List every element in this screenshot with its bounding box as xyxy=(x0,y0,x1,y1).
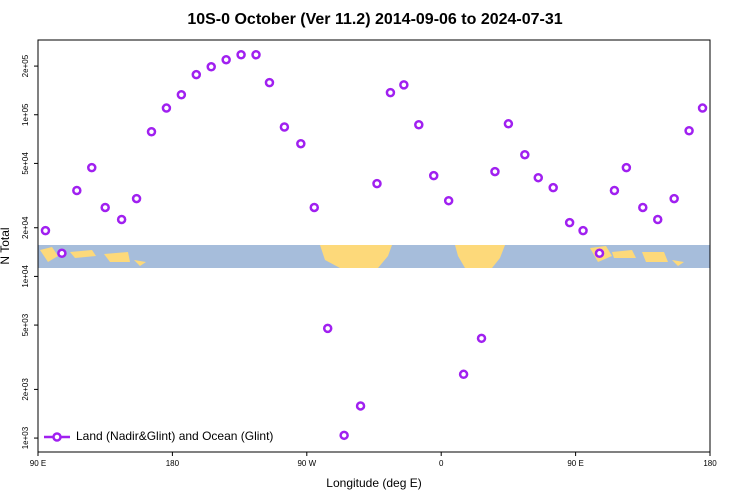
point xyxy=(414,120,424,130)
y-tick-label: 2e+03 xyxy=(21,378,30,401)
point xyxy=(236,50,246,60)
y-tick-label: 1e+05 xyxy=(21,103,30,126)
point xyxy=(191,69,202,80)
x-tick-label: 180 xyxy=(166,459,180,468)
point xyxy=(548,182,558,193)
y-tick-label: 1e+03 xyxy=(21,426,30,449)
x-tick-label: 0 xyxy=(439,459,444,468)
legend-label: Land (Nadir&Glint) and Ocean (Glint) xyxy=(76,429,273,443)
x-tick-label: 180 xyxy=(703,459,717,468)
point xyxy=(296,138,306,149)
land xyxy=(590,246,684,266)
point xyxy=(385,87,396,98)
point xyxy=(161,103,172,113)
point xyxy=(476,333,487,344)
point xyxy=(621,162,632,173)
point xyxy=(594,248,605,259)
point xyxy=(443,195,454,206)
y-tick-label: 1e+04 xyxy=(21,265,30,288)
point xyxy=(533,172,544,183)
point xyxy=(399,80,409,90)
point xyxy=(131,193,142,204)
point xyxy=(72,185,82,196)
y-tick-label: 2e+04 xyxy=(21,216,30,239)
point xyxy=(520,149,530,160)
point xyxy=(490,166,500,177)
land xyxy=(40,247,146,266)
land xyxy=(455,245,505,268)
x-axis-label: Longitude (deg E) xyxy=(326,476,421,490)
point xyxy=(578,225,588,236)
legend-marker xyxy=(52,432,62,442)
point xyxy=(669,193,679,204)
point xyxy=(279,122,290,132)
y-tick-label: 5e+04 xyxy=(21,152,30,175)
point xyxy=(684,126,694,136)
point xyxy=(428,170,439,181)
point xyxy=(87,162,97,173)
point xyxy=(264,77,275,88)
point xyxy=(609,185,620,196)
point xyxy=(697,103,708,113)
point xyxy=(221,54,231,65)
point xyxy=(339,430,349,441)
point xyxy=(57,248,67,259)
plot-frame xyxy=(37,39,711,453)
x-tick-label: 90 W xyxy=(297,459,316,468)
land xyxy=(320,245,392,268)
point xyxy=(251,50,261,60)
x-tick-label: 90 E xyxy=(30,459,46,468)
point xyxy=(116,214,127,225)
point xyxy=(309,202,320,213)
point xyxy=(322,323,333,334)
point xyxy=(40,225,51,236)
point xyxy=(146,126,157,137)
y-tick-label: 2e+05 xyxy=(21,54,30,77)
point xyxy=(652,214,663,225)
point xyxy=(458,369,469,380)
x-tick-label: 90 E xyxy=(567,459,583,468)
y-tick-label: 5e+03 xyxy=(21,313,30,336)
point xyxy=(564,217,575,228)
map-band xyxy=(38,245,710,268)
point xyxy=(206,62,216,72)
point xyxy=(638,202,648,213)
point xyxy=(176,89,187,100)
point xyxy=(372,178,382,189)
chart-title: 10S-0 October (Ver 11.2) 2014-09-06 to 2… xyxy=(187,11,562,28)
point xyxy=(355,401,366,411)
point xyxy=(100,202,110,213)
point xyxy=(503,119,514,129)
y-axis-label: N Total xyxy=(0,227,12,264)
